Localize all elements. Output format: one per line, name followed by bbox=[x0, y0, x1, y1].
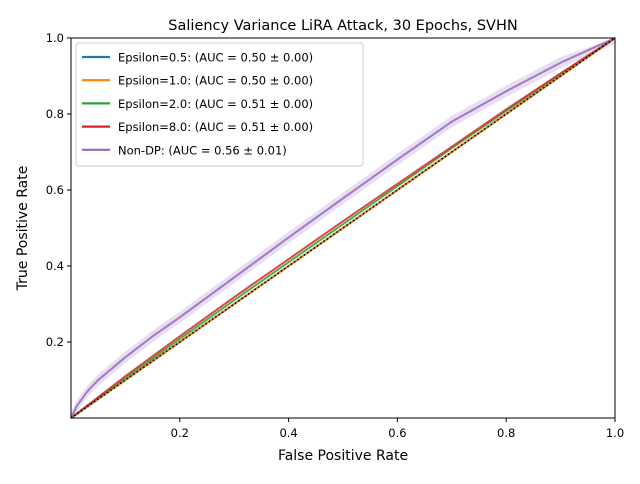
legend-label: Non-DP: (AUC = 0.56 ± 0.01) bbox=[118, 143, 287, 157]
y-tick-label: 0.2 bbox=[46, 335, 64, 349]
x-tick-label: 0.6 bbox=[388, 426, 406, 440]
legend-label: Epsilon=2.0: (AUC = 0.51 ± 0.00) bbox=[118, 97, 313, 111]
y-tick-label: 0.8 bbox=[46, 107, 64, 121]
series-line-4 bbox=[70, 37, 616, 419]
y-tick-label: 1.0 bbox=[46, 31, 64, 45]
series-line-3 bbox=[70, 37, 616, 419]
legend-label: Epsilon=0.5: (AUC = 0.50 ± 0.00) bbox=[118, 51, 313, 65]
plot-frame bbox=[70, 37, 616, 419]
x-tick-label: 1.0 bbox=[606, 426, 624, 440]
x-tick-label: 0.4 bbox=[279, 426, 297, 440]
legend-label: Epsilon=8.0: (AUC = 0.51 ± 0.00) bbox=[118, 120, 313, 134]
series-lines bbox=[70, 37, 616, 419]
y-axis-label: True Positive Rate bbox=[15, 166, 31, 292]
y-axis-ticks: 0.2 0.4 0.6 0.8 1.0 bbox=[46, 31, 71, 349]
y-tick-label: 0.6 bbox=[46, 183, 64, 197]
legend-label: Epsilon=1.0: (AUC = 0.50 ± 0.00) bbox=[118, 74, 313, 88]
legend: Epsilon=0.5: (AUC = 0.50 ± 0.00) Epsilon=… bbox=[75, 42, 364, 167]
legend-box bbox=[75, 42, 364, 167]
x-axis-label: False Positive Rate bbox=[278, 448, 408, 464]
chance-diagonal bbox=[70, 37, 616, 419]
x-axis-ticks: 0.2 0.4 0.6 0.8 1.0 bbox=[171, 418, 624, 440]
x-tick-label: 0.2 bbox=[171, 426, 189, 440]
x-tick-label: 0.8 bbox=[497, 426, 515, 440]
chart-title: Saliency Variance LiRA Attack, 30 Epochs… bbox=[168, 18, 517, 34]
series-line-2 bbox=[70, 37, 616, 419]
y-tick-label: 0.4 bbox=[46, 259, 64, 273]
